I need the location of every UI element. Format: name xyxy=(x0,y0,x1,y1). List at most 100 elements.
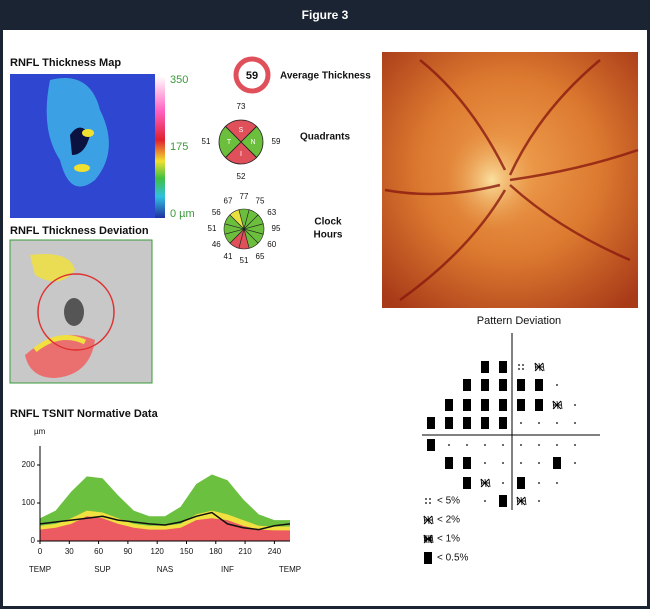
pd-block xyxy=(463,477,471,489)
clock-label: Hours xyxy=(314,230,343,241)
scale-label: 175 xyxy=(170,141,188,153)
pd-dot xyxy=(538,462,540,464)
pd-block xyxy=(499,495,507,507)
pd-symbol xyxy=(463,457,471,469)
x-tick-label: 120 xyxy=(151,547,165,556)
pd-symbol xyxy=(574,462,576,464)
pd-symbol xyxy=(517,477,525,489)
pd-block xyxy=(445,417,453,429)
pd-block xyxy=(427,417,435,429)
pd-hatch xyxy=(560,400,563,410)
x-tick-label: 90 xyxy=(123,547,132,556)
pd-symbol xyxy=(424,552,432,564)
pd-block xyxy=(445,457,453,469)
pd-symbol xyxy=(484,444,486,446)
pd-symbol xyxy=(463,399,471,411)
scale-label: 350 xyxy=(170,74,188,86)
pd-dot xyxy=(518,364,520,366)
pd-symbol xyxy=(538,500,540,502)
pd-dot xyxy=(484,500,486,502)
region-label: NAS xyxy=(157,565,173,574)
pd-symbol xyxy=(556,482,558,484)
pd-dot xyxy=(502,444,504,446)
pd-symbol xyxy=(556,384,558,386)
pd-block xyxy=(481,399,489,411)
pd-symbol xyxy=(520,444,522,446)
x-tick-label: 0 xyxy=(38,547,43,556)
pd-block xyxy=(481,379,489,391)
quadrant-letter: N xyxy=(250,139,255,146)
pd-block xyxy=(499,417,507,429)
pd-block xyxy=(424,552,432,564)
pd-hatch xyxy=(516,496,526,506)
pd-dot xyxy=(425,502,427,504)
optic-disc xyxy=(447,130,537,230)
pd-symbol xyxy=(499,379,507,391)
pd-dot xyxy=(556,384,558,386)
pd-dot xyxy=(502,482,504,484)
clock-value: 65 xyxy=(256,252,265,261)
pd-dot xyxy=(574,422,576,424)
average-ring xyxy=(233,56,271,94)
quadrants-label: Quadrants xyxy=(300,132,350,143)
pd-symbol xyxy=(556,422,558,424)
clock-value: 41 xyxy=(224,252,233,261)
quadrant-letter: S xyxy=(239,127,244,134)
pd-symbol xyxy=(425,498,431,504)
pd-dot xyxy=(574,404,576,406)
pd-symbol xyxy=(445,399,453,411)
x-tick-label: 30 xyxy=(65,547,74,556)
clock-label: Clock xyxy=(314,217,342,228)
pd-block xyxy=(463,457,471,469)
pd-dot xyxy=(520,422,522,424)
x-tick-label: 150 xyxy=(180,547,194,556)
pd-hatch xyxy=(431,534,434,544)
quadrant-value: 51 xyxy=(202,137,211,146)
average-value: 59 xyxy=(246,70,258,82)
pd-symbol xyxy=(502,462,504,464)
tsnit-title: RNFL TSNIT Normative Data xyxy=(10,408,159,420)
pd-dot xyxy=(574,462,576,464)
pd-symbol xyxy=(518,364,524,370)
pattern-title: Pattern Deviation xyxy=(477,315,561,327)
average-label: Average Thickness xyxy=(280,71,371,82)
pd-symbol xyxy=(534,362,545,372)
pd-symbol xyxy=(517,379,525,391)
region-label: TEMP xyxy=(279,565,301,574)
region-label: TEMP xyxy=(29,565,51,574)
pd-block xyxy=(499,399,507,411)
pd-hatch xyxy=(488,478,491,488)
pd-block xyxy=(499,361,507,373)
pd-symbol xyxy=(574,404,576,406)
pd-symbol xyxy=(520,462,522,464)
pd-symbol xyxy=(481,379,489,391)
y-tick-label: 0 xyxy=(31,536,36,545)
vessels xyxy=(384,59,639,302)
y-tick-label: 100 xyxy=(22,498,36,507)
clock-value: 95 xyxy=(272,224,281,233)
pd-block xyxy=(517,399,525,411)
pd-symbol xyxy=(423,534,434,544)
clock-value: 77 xyxy=(240,192,249,201)
legend-label: < 0.5% xyxy=(437,553,469,564)
x-tick-label: 180 xyxy=(209,547,223,556)
deviation-region xyxy=(33,335,87,352)
pd-dot xyxy=(484,444,486,446)
pd-hatch xyxy=(423,515,433,525)
measured-line xyxy=(39,511,291,531)
pd-block xyxy=(553,457,561,469)
pd-dot xyxy=(538,422,540,424)
legend-label: < 2% xyxy=(437,515,460,526)
pd-dot xyxy=(520,462,522,464)
deviation-region xyxy=(30,254,75,282)
clock-value: 63 xyxy=(267,208,276,217)
pd-symbol xyxy=(427,439,435,451)
scale-label: 0 µm xyxy=(170,208,195,220)
pd-block xyxy=(499,379,507,391)
pd-hatch xyxy=(480,478,490,488)
pd-symbol xyxy=(553,457,561,469)
pd-hatch xyxy=(431,515,434,525)
quadrant-letter: T xyxy=(227,139,232,146)
pd-block xyxy=(445,399,453,411)
